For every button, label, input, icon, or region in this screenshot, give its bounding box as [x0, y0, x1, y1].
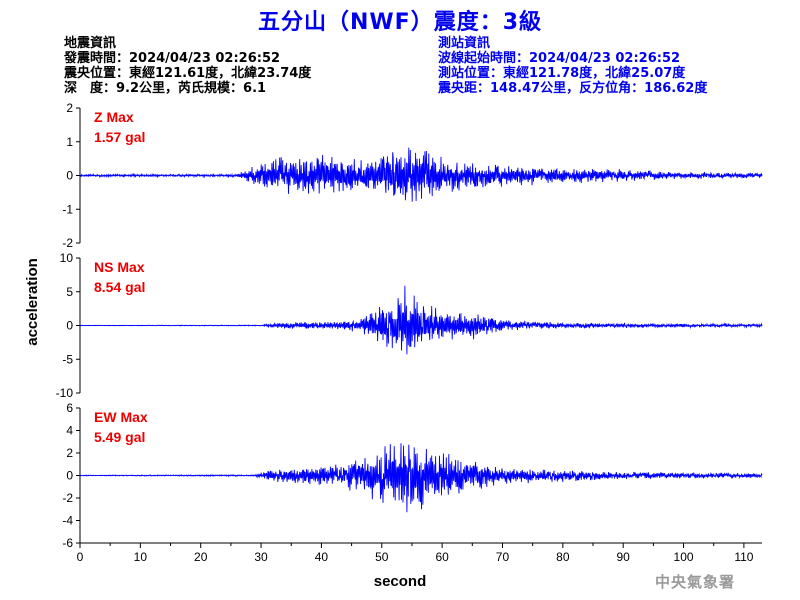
epicentral-distance: 震央距：148.47公里，反方位角：186.62度	[438, 81, 708, 96]
z-y-tick-label: -1	[62, 202, 73, 216]
x-tick-label: 80	[556, 550, 570, 564]
ns-max-label: NS Max	[94, 259, 145, 275]
x-tick-label: 10	[134, 550, 148, 564]
ew-y-tick-label: -6	[62, 536, 73, 550]
x-tick-label: 30	[254, 550, 268, 564]
x-tick-label: 60	[435, 550, 449, 564]
x-tick-label: 70	[496, 550, 510, 564]
agency-watermark: 中央氣象署	[655, 573, 736, 591]
ew-y-tick-label: 4	[66, 424, 73, 438]
ew-y-tick-label: 0	[66, 469, 73, 483]
station-info: 測站資訊 波線起始時間：2024/04/23 02:26:52 測站位置：東經1…	[438, 36, 707, 96]
ns-max-value: 8.54 gal	[94, 279, 145, 295]
z-max-value: 1.57 gal	[94, 129, 145, 145]
z-waveform-trace	[79, 147, 763, 202]
x-tick-label: 100	[674, 550, 694, 564]
x-tick-label: 50	[375, 550, 389, 564]
z-y-tick-label: -2	[62, 236, 73, 250]
ns-y-tick-label: 0	[66, 319, 73, 333]
event-info-heading: 地震資訊	[64, 36, 117, 51]
ns-y-tick-label: 10	[60, 251, 74, 265]
ew-y-tick-label: 6	[66, 401, 73, 415]
x-tick-label: 90	[617, 550, 631, 564]
ns-y-tick-label: -10	[56, 386, 74, 400]
station-info-heading: 測站資訊	[438, 36, 491, 51]
x-axis-label: second	[374, 573, 427, 590]
ns-y-tick-label: -5	[62, 352, 73, 366]
z-y-tick-label: 1	[66, 135, 73, 149]
ew-y-tick-label: -4	[62, 514, 73, 528]
ns-y-tick-label: 5	[66, 285, 73, 299]
z-y-tick-label: 0	[66, 169, 73, 183]
x-tick-label: 110	[734, 550, 753, 564]
epicenter-location: 震央位置：東經121.61度，北緯23.74度	[64, 66, 312, 81]
ew-max-value: 5.49 gal	[94, 429, 145, 445]
ew-y-tick-label: -2	[62, 491, 73, 505]
event-time: 發震時間：2024/04/23 02:26:52	[64, 51, 281, 66]
x-tick-label: 20	[194, 550, 208, 564]
ew-max-label: EW Max	[94, 409, 148, 425]
ew-waveform-trace	[79, 443, 763, 513]
ew-y-tick-label: 2	[66, 446, 73, 460]
x-tick-label: 0	[77, 550, 84, 564]
page-title: 五分山（NWF）震度：3級	[257, 10, 542, 35]
z-y-tick-label: 2	[66, 101, 73, 115]
station-location: 測站位置：東經121.78度，北緯25.07度	[438, 66, 686, 81]
y-axis-label: acceleration	[24, 258, 41, 346]
depth-magnitude: 深 度：9.2公里，芮氏規模：6.1	[64, 81, 267, 96]
x-tick-label: 40	[315, 550, 329, 564]
wave-start-time: 波線起始時間：2024/04/23 02:26:52	[438, 51, 681, 66]
z-max-label: Z Max	[94, 109, 134, 125]
event-info: 地震資訊 發震時間：2024/04/23 02:26:52 震央位置：東經121…	[64, 36, 311, 96]
ns-waveform-trace	[80, 285, 763, 355]
